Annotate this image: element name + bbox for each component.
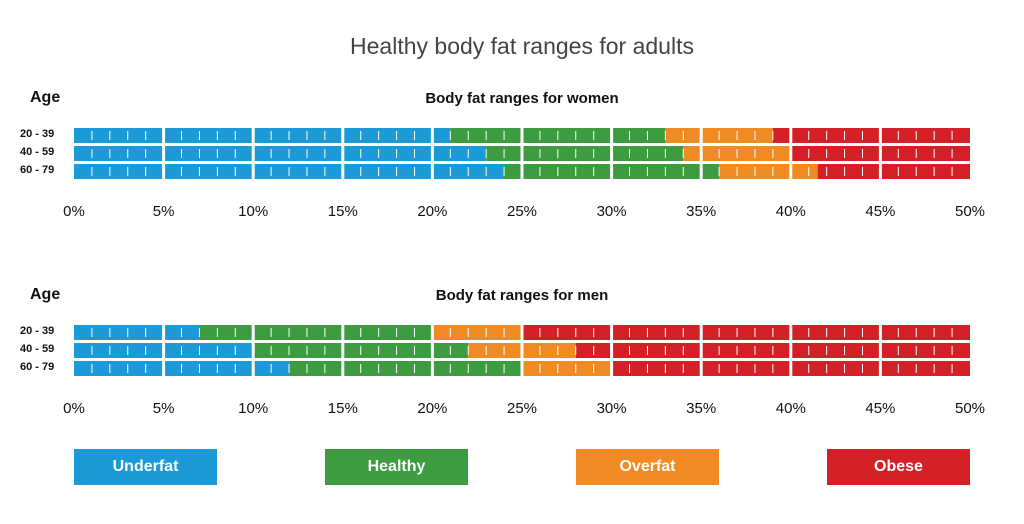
bar-segment-obese bbox=[522, 325, 970, 340]
bar-segment-healthy bbox=[289, 361, 522, 376]
men-row-label: 60 - 79 bbox=[20, 361, 55, 373]
men-subtitle: Body fat ranges for men bbox=[435, 287, 609, 304]
x-tick-label: 40% bbox=[775, 203, 806, 220]
x-tick-label: 35% bbox=[686, 400, 717, 417]
bar-segment-healthy bbox=[199, 325, 433, 340]
x-tick-label: 20% bbox=[417, 400, 448, 417]
men-age-label: Age bbox=[30, 286, 61, 303]
x-tick-label: 50% bbox=[954, 400, 986, 417]
x-tick-label: 0% bbox=[63, 203, 85, 220]
x-tick-label: 0% bbox=[63, 400, 85, 417]
bar-segment-obese bbox=[772, 128, 970, 143]
women-row-label: 60 - 79 bbox=[20, 164, 55, 176]
x-tick-label: 20% bbox=[417, 203, 448, 220]
x-tick-label: 30% bbox=[596, 400, 627, 417]
bar-segment-underfat bbox=[74, 146, 487, 161]
x-tick-label: 45% bbox=[865, 203, 896, 220]
x-tick-label: 35% bbox=[686, 203, 717, 220]
legend-healthy: Healthy bbox=[325, 449, 468, 485]
women-row-label: 20 - 39 bbox=[20, 128, 55, 140]
x-tick-label: 5% bbox=[152, 400, 175, 417]
bar-segment-overfat bbox=[719, 164, 818, 179]
x-tick-label: 5% bbox=[152, 203, 175, 220]
bar-segment-obese bbox=[817, 164, 970, 179]
women-subtitle: Body fat ranges for women bbox=[425, 90, 619, 107]
x-tick-label: 10% bbox=[238, 203, 269, 220]
bar-segment-underfat bbox=[74, 325, 200, 340]
legend-obese: Obese bbox=[827, 449, 970, 485]
x-tick-label: 25% bbox=[506, 203, 538, 220]
x-tick-label: 15% bbox=[327, 400, 358, 417]
men-row-label: 20 - 39 bbox=[20, 325, 55, 337]
x-tick-label: 15% bbox=[327, 203, 358, 220]
x-tick-label: 25% bbox=[506, 400, 538, 417]
women-age-label: Age bbox=[30, 89, 61, 106]
bar-segment-underfat bbox=[74, 128, 451, 143]
legend-overfat: Overfat bbox=[576, 449, 719, 485]
bar-segment-healthy bbox=[486, 146, 684, 161]
x-tick-label: 45% bbox=[865, 400, 896, 417]
bar-segment-overfat bbox=[432, 325, 522, 340]
x-tick-label: 30% bbox=[596, 203, 627, 220]
legend-underfat: Underfat bbox=[74, 449, 217, 485]
women-row-label: 40 - 59 bbox=[20, 146, 55, 158]
chart-title: Healthy body fat ranges for adults bbox=[350, 33, 694, 59]
bar-segment-overfat bbox=[522, 361, 612, 376]
x-tick-label: 40% bbox=[775, 400, 806, 417]
x-tick-label: 50% bbox=[954, 203, 986, 220]
x-tick-label: 10% bbox=[238, 400, 269, 417]
men-row-label: 40 - 59 bbox=[20, 343, 55, 355]
